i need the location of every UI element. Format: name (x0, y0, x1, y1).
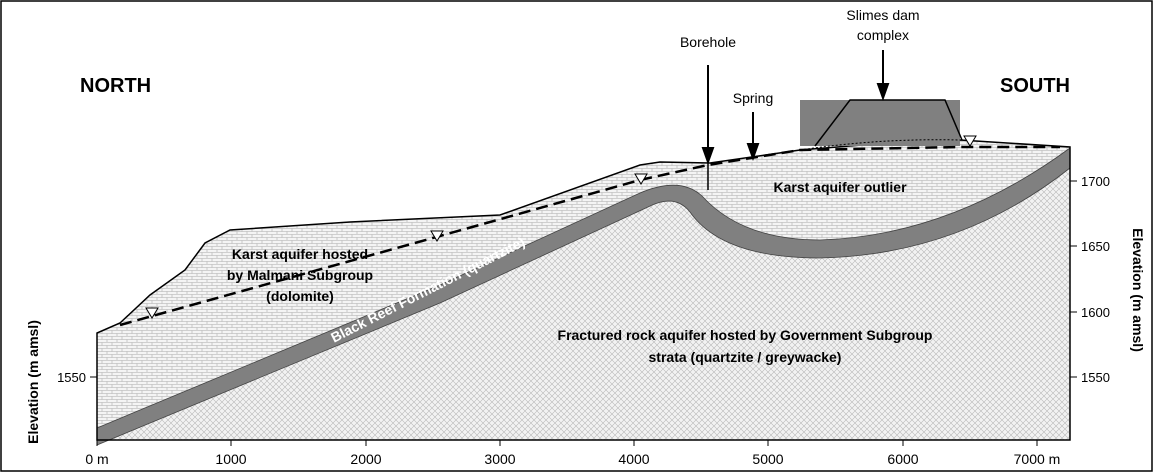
dam-base (799, 139, 961, 151)
y-tick: 1550 (57, 370, 86, 385)
right-axis-title: Elevation (m amsl) (1130, 228, 1146, 352)
unit-label: Karst aquifer outlier (773, 179, 907, 195)
y2-tick: 1600 (1081, 305, 1110, 320)
callout: complex (857, 27, 909, 43)
y2-tick: 1550 (1081, 370, 1110, 385)
north-label: NORTH (80, 75, 151, 97)
y2-tick: 1650 (1081, 239, 1110, 254)
unit-label: strata (quartzite / greywacke) (649, 349, 842, 365)
unit-label: Fractured rock aquifer hosted by Governm… (558, 327, 933, 343)
water-level-markers (145, 135, 977, 319)
ground-surface (96, 139, 1071, 441)
callout: Spring (733, 90, 773, 106)
unit-label: (dolomite) (266, 288, 334, 304)
south-label: SOUTH (1000, 75, 1070, 97)
fractured-fill (97, 168, 1070, 445)
left-axis-title: Elevation (m amsl) (25, 320, 41, 444)
y2-tick: 1700 (1081, 174, 1110, 189)
x-ticks: 0 m 1000 2000 3000 4000 5000 6000 7000 m (85, 451, 1060, 467)
x-tick: 7000 m (1014, 451, 1061, 467)
x-tick: 1000 (215, 451, 246, 467)
x-tick: 3000 (484, 451, 515, 467)
x-tick: 4000 (618, 451, 649, 467)
x-tick: 6000 (887, 451, 918, 467)
arrows (701, 50, 890, 190)
x-tick: 2000 (350, 451, 381, 467)
x-tick: 0 m (85, 451, 108, 467)
axes (90, 147, 1077, 446)
slimes-dam (800, 100, 960, 146)
callout: Slimes dam (846, 7, 919, 23)
callout: Borehole (680, 34, 736, 50)
slimes-dam-outline (814, 99, 963, 147)
unit-label: by Malmani Subgroup (227, 267, 373, 283)
x-tick: 5000 (752, 451, 783, 467)
unit-label: Karst aquifer hosted (232, 246, 368, 262)
